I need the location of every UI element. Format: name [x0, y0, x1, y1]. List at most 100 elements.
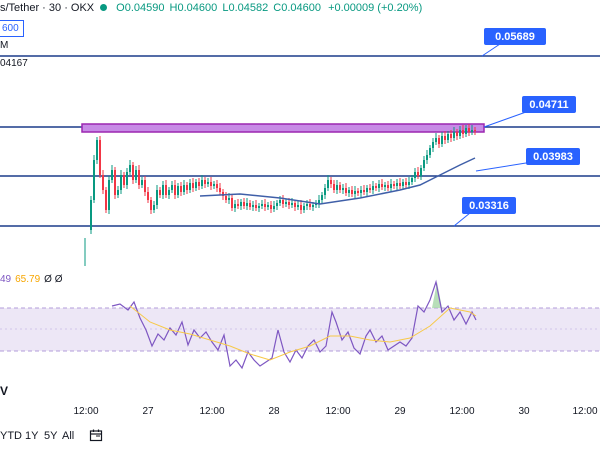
candle-body: [195, 182, 197, 188]
candle-body: [123, 175, 125, 185]
range-all-button[interactable]: All: [62, 430, 75, 442]
candle-body: [387, 185, 389, 188]
candle-body: [273, 206, 275, 209]
x-axis-label: 30: [518, 406, 530, 417]
candle-body: [468, 128, 470, 132]
price-scale-box[interactable]: 600: [0, 20, 24, 37]
candle-body: [345, 188, 347, 193]
candle-body: [258, 206, 260, 208]
candle-body: [456, 132, 458, 136]
open-value: O0.04590: [116, 2, 165, 14]
svg-text:0.03983: 0.03983: [533, 151, 573, 163]
candle-body: [369, 188, 371, 190]
candle-body: [198, 182, 200, 186]
rsi-extra: Ø Ø: [44, 274, 63, 285]
candle-body: [324, 188, 326, 195]
candle-body: [426, 155, 428, 160]
candle-body: [366, 188, 368, 192]
candle-body: [237, 204, 239, 206]
ma-legend-label: M: [0, 40, 9, 51]
level-tag-3[interactable]: 0.03983: [526, 148, 580, 165]
candle-body: [93, 160, 95, 200]
candle-body: [393, 184, 395, 186]
calendar-icon[interactable]: [89, 428, 103, 442]
candle-body: [285, 202, 287, 204]
x-axis[interactable]: 12:00 27 12:00 28 12:00 29 12:00 30 12:00: [73, 406, 597, 417]
symbol-title[interactable]: s/Tether · 30 · OKX: [0, 2, 95, 14]
candle-body: [390, 184, 392, 188]
candle-body: [300, 205, 302, 210]
candle-body: [150, 200, 152, 210]
candle-body: [117, 190, 119, 195]
candle-body: [402, 182, 404, 186]
chart-legend: s/Tether · 30 · OKX O0.04590 H0.04600 L0.…: [0, 0, 600, 16]
rsi-ma-value: 65.79: [15, 274, 41, 285]
candle-body: [453, 132, 455, 138]
candle-body: [318, 200, 320, 204]
candle-body: [465, 128, 467, 134]
candle-body: [435, 138, 437, 142]
candle-body: [321, 195, 323, 200]
rsi-legend: 49 65.79 Ø Ø: [0, 274, 63, 285]
rsi-ma-line: [129, 305, 477, 361]
candle-body: [312, 205, 314, 207]
svg-text:0.05689: 0.05689: [495, 31, 535, 43]
candle-body: [96, 140, 98, 160]
candle-body: [279, 200, 281, 203]
x-axis-label: 28: [268, 406, 280, 417]
candle-body: [471, 130, 473, 132]
rsi-value: 49: [0, 274, 12, 285]
candle-body: [174, 185, 176, 195]
level-tag-2[interactable]: 0.04711: [522, 96, 576, 113]
range-5y-button[interactable]: 5Y: [44, 430, 58, 442]
candle-body: [177, 186, 179, 195]
candle-body: [102, 175, 104, 190]
candle-body: [162, 185, 164, 195]
range-bar: YTD 1Y 5Y All: [0, 426, 600, 446]
close-value: C0.04600: [273, 2, 321, 14]
candle-body: [315, 204, 317, 205]
x-axis-label: 29: [394, 406, 406, 417]
change-value: +0.00009 (+0.20%): [328, 2, 423, 14]
resistance-zone[interactable]: [81, 123, 485, 133]
candle-body: [246, 203, 248, 206]
candle-body: [450, 134, 452, 138]
candle-body: [309, 204, 311, 207]
candle-body: [180, 186, 182, 192]
range-ytd-button[interactable]: YTD: [0, 430, 22, 442]
candle-body: [222, 192, 224, 196]
candle-body: [399, 183, 401, 186]
candle-body: [303, 206, 305, 210]
candle-body: [438, 138, 440, 144]
candle-body: [378, 184, 380, 188]
candle-body: [171, 185, 173, 190]
candle-body: [372, 186, 374, 190]
candle-body: [228, 198, 230, 200]
candle-body: [381, 184, 383, 187]
status-dot: [100, 4, 108, 11]
candle-body: [267, 205, 269, 207]
candle-body: [414, 172, 416, 178]
svg-text:0.03316: 0.03316: [469, 200, 509, 212]
candle-body: [294, 203, 296, 207]
candle-body: [129, 165, 131, 172]
candle-body: [429, 148, 431, 155]
candle-body: [276, 203, 278, 206]
candle-body: [234, 204, 236, 208]
candle-body: [330, 180, 332, 184]
range-1y-button[interactable]: 1Y: [25, 430, 39, 442]
rsi-line: [111, 279, 477, 370]
level-tag-1[interactable]: 0.05689: [484, 28, 546, 45]
x-axis-label: 12:00: [449, 406, 474, 417]
candle-body: [339, 185, 341, 190]
candle-body: [411, 178, 413, 182]
candle-body: [132, 165, 134, 180]
candle-body: [126, 172, 128, 185]
candle-body: [213, 184, 215, 186]
candle-body: [159, 190, 161, 195]
candle-body: [297, 205, 299, 207]
x-axis-label: 27: [142, 406, 154, 417]
candle-body: [135, 170, 137, 180]
level-tag-4[interactable]: 0.03316: [462, 197, 516, 214]
